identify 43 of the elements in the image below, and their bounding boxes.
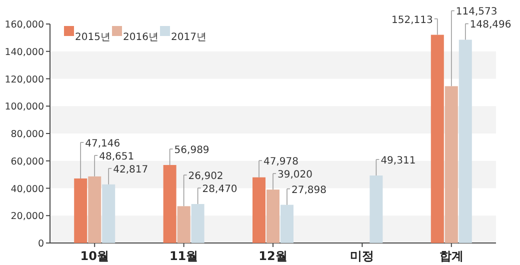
x-tick-label: 10월	[80, 249, 109, 263]
data-label: 27,898	[292, 184, 326, 196]
bar	[430, 34, 444, 243]
data-label: 28,470	[202, 184, 238, 196]
bar	[102, 184, 116, 243]
data-label: 47,978	[264, 156, 298, 168]
y-tick-label: 60,000	[10, 156, 44, 168]
data-label: 42,817	[113, 164, 148, 176]
data-label: 148,496	[470, 20, 512, 31]
data-label: 47,146	[85, 138, 120, 150]
legend-label: 2017년	[171, 32, 206, 43]
x-tick-label: 미정	[350, 249, 374, 263]
bar	[266, 190, 280, 243]
data-label: 49,311	[380, 156, 416, 167]
x-tick-label: 합계	[439, 249, 464, 263]
y-tick-label: 100,000	[4, 102, 44, 113]
y-tick-label: 160,000	[4, 20, 44, 30]
legend-label: 2016년	[123, 32, 158, 43]
y-tick-label: 140,000	[4, 46, 44, 58]
legend-label: 2015년	[75, 32, 110, 43]
bar	[88, 176, 102, 243]
bar	[74, 178, 88, 243]
data-label: 39,020	[278, 170, 312, 181]
bar	[370, 176, 383, 243]
bar	[252, 177, 266, 243]
x-tick-label: 11월	[169, 249, 198, 263]
bar	[458, 40, 472, 243]
y-tick-label: 20,000	[10, 211, 44, 222]
y-tick-label: 80,000	[10, 129, 44, 140]
y-tick-label: 120,000	[4, 74, 44, 86]
bar	[163, 164, 176, 243]
bar	[444, 86, 458, 243]
bar	[177, 206, 190, 243]
bar	[280, 204, 294, 243]
data-label: 114,573	[456, 6, 498, 18]
y-tick-label: 40,000	[10, 184, 44, 195]
bar	[191, 204, 204, 243]
data-label: 26,902	[188, 171, 224, 182]
data-label: 56,989	[174, 144, 210, 156]
y-tick-label: 0	[38, 238, 44, 250]
data-label: 48,651	[99, 151, 134, 162]
data-label: 152,113	[392, 14, 433, 26]
x-tick-label: 12월	[258, 249, 288, 263]
